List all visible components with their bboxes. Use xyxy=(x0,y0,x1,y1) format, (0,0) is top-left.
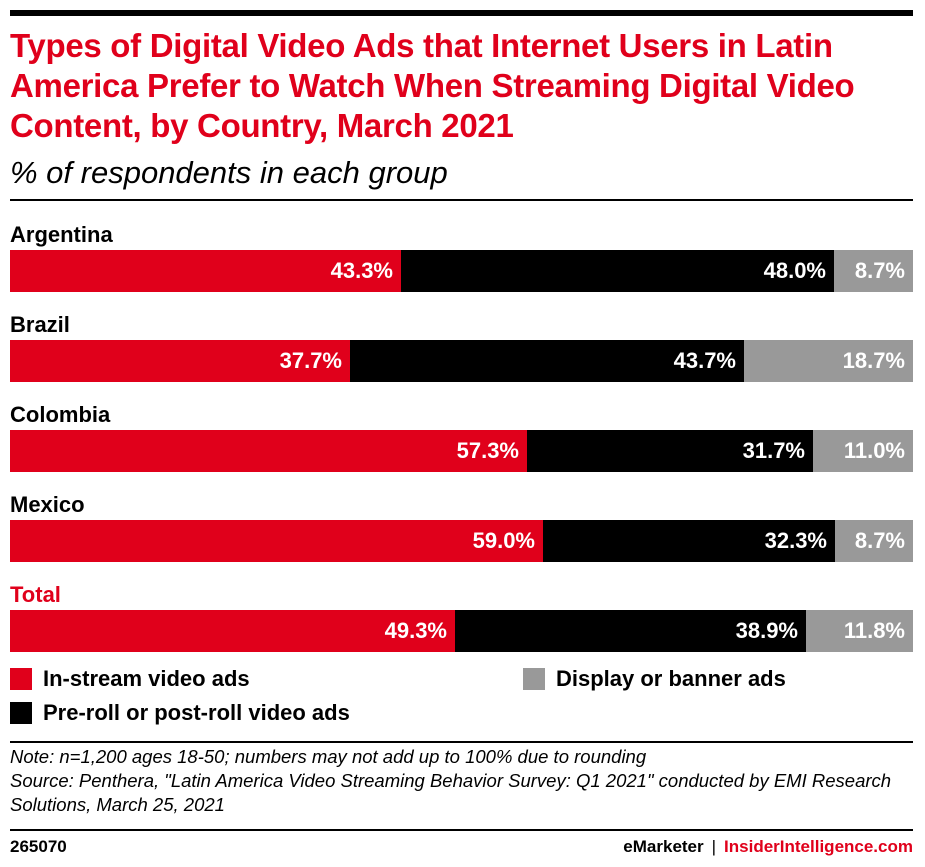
note-divider xyxy=(10,741,913,743)
footer-brand: eMarketer | InsiderIntelligence.com xyxy=(623,836,913,858)
bar-row: 43.3% 48.0% 8.7% xyxy=(10,250,913,292)
brand-insider-intelligence: InsiderIntelligence.com xyxy=(724,837,913,856)
bar-segment xyxy=(527,430,813,472)
bar-segment xyxy=(834,250,913,292)
data-label: 11.0% xyxy=(843,438,905,463)
footer-divider xyxy=(10,829,913,831)
bar-segment xyxy=(543,520,835,562)
data-label: 57.3% xyxy=(456,438,519,463)
legend-label: In-stream video ads xyxy=(43,666,250,691)
data-label: 43.7% xyxy=(673,348,736,373)
bar-segment xyxy=(455,610,806,652)
bar-row: 57.3% 31.7% 11.0% xyxy=(10,430,913,472)
data-label: 8.7% xyxy=(854,528,905,553)
category-label: Argentina xyxy=(10,222,113,247)
legend-label: Display or banner ads xyxy=(556,666,786,691)
data-label: 31.7% xyxy=(742,438,805,463)
data-label: 43.3% xyxy=(330,258,393,283)
legend-label: Pre-roll or post-roll video ads xyxy=(43,700,350,725)
header-divider xyxy=(10,199,913,201)
bar-row: 37.7% 43.7% 18.7% xyxy=(10,340,913,382)
data-label: 8.7% xyxy=(854,258,905,283)
bar-row: 59.0% 32.3% 8.7% xyxy=(10,520,913,562)
brand-separator: | xyxy=(711,837,717,856)
bar-row: 49.3% 38.9% 11.8% xyxy=(10,610,913,652)
category-label: Colombia xyxy=(10,402,111,427)
legend-swatch xyxy=(10,702,32,724)
bar-segment xyxy=(744,340,913,382)
bar-segment xyxy=(813,430,913,472)
data-label: 11.8% xyxy=(843,618,905,643)
bar-segment xyxy=(10,520,543,562)
data-label: 48.0% xyxy=(763,258,826,283)
legend-swatch xyxy=(10,668,32,690)
data-label: 37.7% xyxy=(279,348,342,373)
data-label: 32.3% xyxy=(764,528,827,553)
bar-segment xyxy=(835,520,913,562)
bar-segment xyxy=(10,340,350,382)
bar-segment xyxy=(10,430,527,472)
bar-segment xyxy=(10,250,401,292)
legend-swatch xyxy=(523,668,545,690)
bar-segment xyxy=(350,340,744,382)
bar-segment xyxy=(401,250,834,292)
data-label: 59.0% xyxy=(472,528,535,553)
note-line: Note: n=1,200 ages 18-50; numbers may no… xyxy=(10,746,647,767)
category-label: Total xyxy=(10,582,61,607)
chart-id: 265070 xyxy=(10,837,67,856)
bar-segment xyxy=(806,610,913,652)
note-text: Note: n=1,200 ages 18-50; numbers may no… xyxy=(10,745,915,817)
source-line: Source: Penthera, "Latin America Video S… xyxy=(10,770,892,815)
category-label: Mexico xyxy=(10,492,85,517)
chart-title: Types of Digital Video Ads that Internet… xyxy=(10,27,855,144)
bar-segment xyxy=(10,610,455,652)
top-rule xyxy=(10,10,913,16)
data-label: 49.3% xyxy=(384,618,447,643)
data-label: 38.9% xyxy=(735,618,798,643)
chart-subtitle: % of respondents in each group xyxy=(10,155,448,190)
category-label: Brazil xyxy=(10,312,70,337)
data-label: 18.7% xyxy=(842,348,905,373)
brand-emarketer: eMarketer xyxy=(623,837,704,856)
